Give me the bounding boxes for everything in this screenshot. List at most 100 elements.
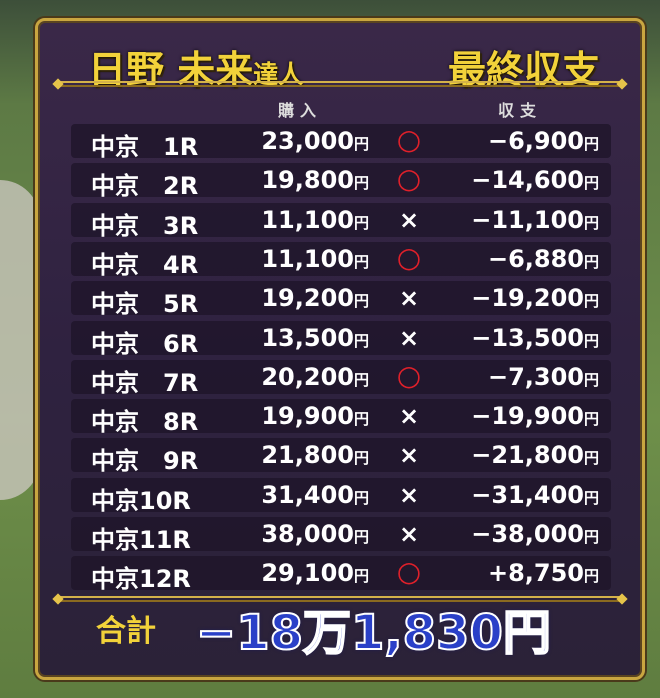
amount-value: 21,800 [261, 441, 354, 470]
amount-value: 29,100 [261, 559, 354, 588]
table-row: 中京11R 38,000円 × −38,000円 [71, 517, 611, 554]
balance-value: −13,500 [471, 323, 584, 352]
purchase-amount: 31,400円 [261, 481, 369, 509]
table-row: 中京 5R 19,200円 × −19,200円 [71, 281, 611, 318]
panel-title: 日野 未来達人 最終収支 [38, 31, 642, 94]
yen-unit: 円 [583, 410, 599, 429]
balance-amount: −7,300円 [488, 363, 599, 391]
yen-unit: 円 [353, 174, 369, 193]
miss-cross-icon: × [398, 402, 420, 431]
race-label: 中京 8R [91, 408, 199, 437]
header-purchase: 購入 [278, 101, 323, 120]
balance-amount: −6,900円 [488, 127, 599, 155]
purchase-amount: 29,100円 [261, 559, 369, 587]
yen-unit: 円 [583, 528, 599, 546]
balance-amount: −21,800円 [471, 441, 599, 469]
header-balance: 収支 [498, 101, 543, 120]
yen-unit: 円 [583, 292, 599, 311]
race-label: 中京 3R [91, 211, 199, 240]
balance-value: −21,800 [471, 441, 584, 470]
table-row: 中京 9R 21,800円 × −21,800円 [71, 438, 611, 475]
balance-value: −19,900 [471, 402, 584, 431]
purchase-amount: 23,000円 [261, 127, 369, 155]
yen-unit: 円 [583, 331, 599, 350]
purchase-amount: 13,500円 [261, 324, 369, 352]
hit-circle-icon: ○ [396, 240, 422, 274]
miss-cross-icon: × [398, 205, 420, 234]
yen-unit: 円 [583, 370, 599, 389]
title-final-balance: 最終収支 [447, 48, 600, 92]
purchase-amount: 21,800円 [261, 441, 369, 469]
miss-cross-icon: × [398, 323, 420, 352]
balance-value: −14,600 [471, 166, 584, 195]
balance-amount: +8,750円 [488, 559, 599, 587]
hit-circle-icon: ○ [396, 162, 422, 196]
hit-circle-icon: ○ [396, 358, 422, 392]
yen-unit: 円 [583, 213, 599, 232]
race-label: 中京 7R [91, 368, 199, 397]
hit-circle-icon: ○ [396, 555, 422, 589]
table-row: 中京 6R 13,500円 × −13,500円 [71, 320, 611, 358]
balance-amount: −14,600円 [471, 166, 599, 194]
balance-amount: −19,200円 [471, 284, 599, 312]
race-label: 中京 6R [91, 329, 199, 358]
yen-unit: 円 [583, 488, 599, 507]
yen-unit: 円 [353, 370, 369, 389]
purchase-amount: 19,900円 [261, 402, 369, 430]
purchase-amount: 11,100円 [261, 206, 369, 234]
amount-value: 11,100 [261, 205, 354, 234]
race-label: 中京 1R [91, 133, 199, 161]
table-row: 中京 4R 11,100円 ○ −6,880円 [71, 240, 611, 279]
miss-cross-icon: × [398, 480, 420, 509]
amount-value: 19,200 [261, 284, 354, 313]
balance-value: +8,750 [487, 559, 584, 588]
purchase-amount: 19,800円 [261, 166, 369, 194]
miss-cross-icon: × [398, 284, 420, 313]
balance-amount: −38,000円 [471, 520, 599, 548]
table-row: 中京10R 31,400円 × −31,400円 [71, 477, 611, 515]
total-label: 合計 [96, 614, 156, 649]
yen-unit: 円 [353, 331, 369, 350]
yen-unit: 円 [353, 252, 369, 271]
yen-unit: 円 [583, 252, 599, 271]
yen-unit: 円 [353, 449, 369, 468]
race-label: 中京11R [91, 526, 191, 554]
yen-unit: 円 [353, 292, 369, 311]
yen-unit: 円 [583, 135, 599, 153]
balance-value: −6,880 [487, 244, 584, 273]
expert-name: 日野 未来 [88, 48, 254, 92]
yen-unit: 円 [353, 410, 369, 429]
results-panel: 日野 未来達人 最終収支 購入 収支 中京 1R 23,000円 ○ −6,90… [35, 18, 645, 680]
expert-suffix: 達人 [253, 60, 304, 89]
total-value: −18万1,830円 [195, 604, 552, 662]
table-row: 中京 2R 19,800円 ○ −14,600円 [71, 162, 611, 200]
table-row: 中京 3R 11,100円 × −11,100円 [71, 202, 611, 240]
balance-amount: −6,880円 [488, 245, 599, 273]
miss-cross-icon: × [398, 441, 420, 470]
amount-value: 38,000 [261, 520, 354, 548]
yen-unit: 円 [353, 213, 369, 232]
balance-value: −6,900 [487, 127, 584, 155]
balance-value: −38,000 [471, 520, 584, 548]
yen-unit: 円 [583, 567, 599, 586]
miss-cross-icon: × [398, 520, 420, 548]
amount-value: 20,200 [261, 362, 354, 391]
yen-unit: 円 [583, 449, 599, 468]
table-row: 中京12R 29,100円 ○ +8,750円 [71, 555, 611, 593]
yen-unit: 円 [353, 488, 369, 507]
purchase-amount: 38,000円 [261, 520, 369, 548]
title-name: 日野 未来達人 [88, 39, 303, 94]
amount-value: 11,100 [261, 244, 354, 273]
balance-value: −7,300 [487, 362, 584, 391]
purchase-amount: 19,200円 [261, 284, 369, 312]
table-row: 中京 8R 19,900円 × −19,900円 [71, 399, 611, 436]
background-track [0, 180, 40, 500]
purchase-amount: 20,200円 [261, 363, 369, 391]
divider-bottom [58, 596, 622, 602]
balance-value: −11,100 [471, 205, 584, 234]
yen-unit: 円 [353, 135, 369, 153]
balance-amount: −19,900円 [471, 402, 599, 430]
race-label: 中京 5R [91, 290, 199, 319]
balance-amount: −11,100円 [471, 206, 599, 234]
amount-value: 23,000 [261, 127, 354, 155]
